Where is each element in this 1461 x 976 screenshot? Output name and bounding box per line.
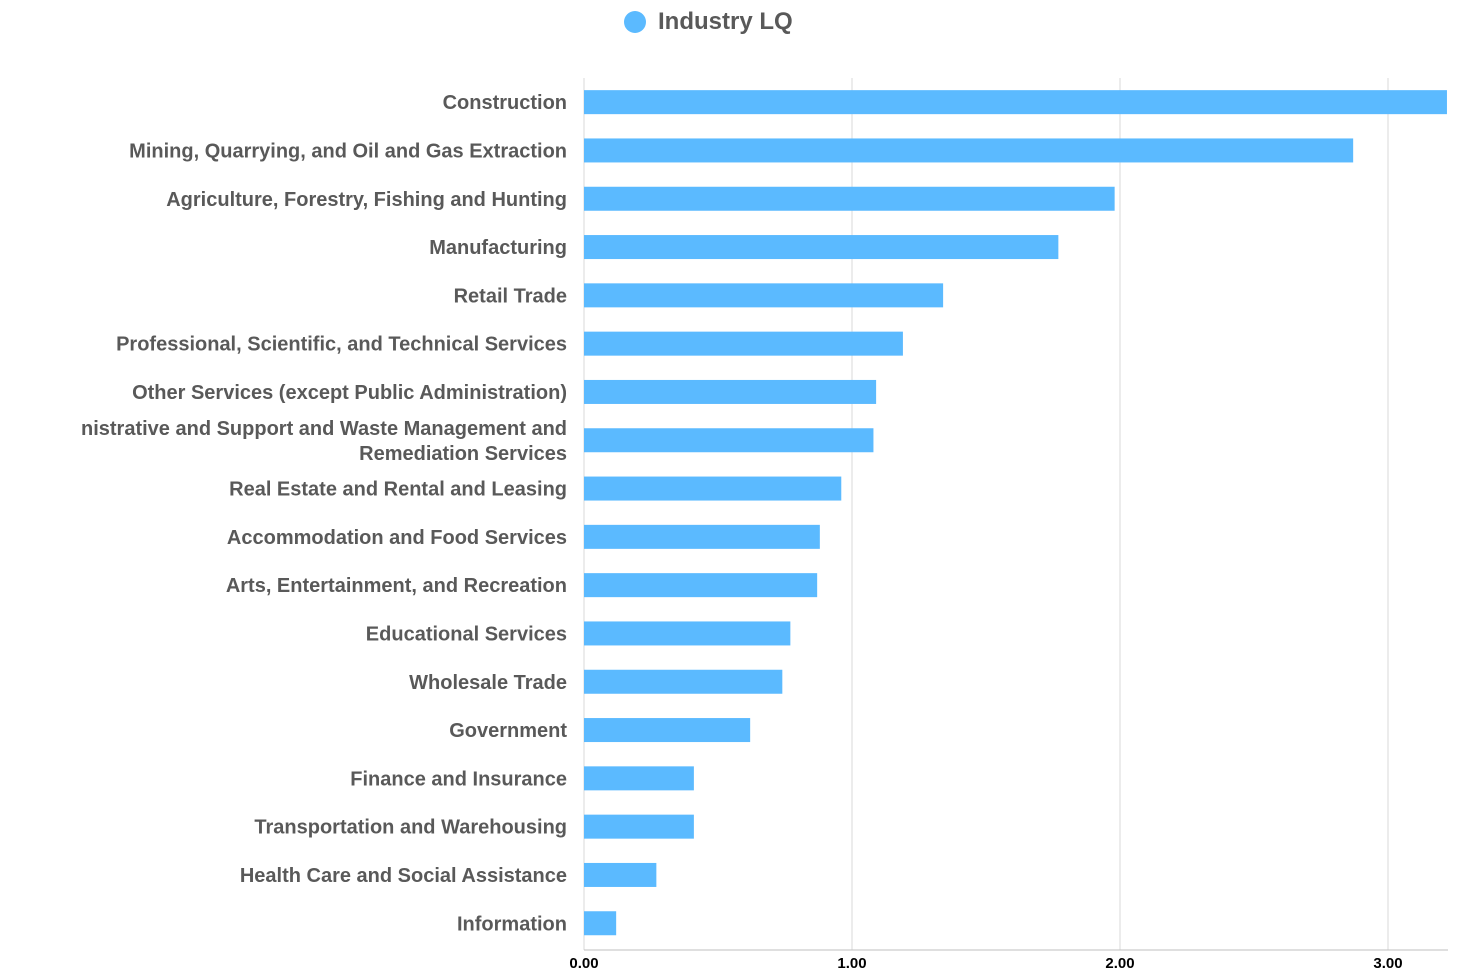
bar (584, 718, 751, 743)
bar (584, 90, 1447, 115)
category-label: Mining, Quarrying, and Oil and Gas Extra… (129, 140, 567, 162)
grid-lines (583, 78, 1448, 951)
bar (584, 186, 1115, 211)
category-label: Manufacturing (429, 237, 567, 259)
category-label: Educational Services (366, 623, 567, 645)
bar (584, 331, 903, 356)
bar (584, 862, 657, 887)
category-label: Accommodation and Food Services (227, 527, 567, 549)
legend-label: Industry LQ (658, 8, 793, 35)
category-label: Finance and Insurance (350, 768, 567, 790)
legend: Industry LQ (624, 6, 793, 38)
category-label: Construction (443, 92, 567, 114)
bar (584, 911, 617, 936)
category-label: Arts, Entertainment, and Recreation (226, 575, 567, 597)
bar (584, 669, 783, 694)
category-label: Agriculture, Forestry, Fishing and Hunti… (166, 189, 567, 211)
bar (584, 814, 694, 839)
bar (584, 428, 874, 453)
bars (584, 90, 1447, 936)
x-tick-labels: 0.00 1.00 2.00 3.00 (569, 955, 1402, 972)
category-label: Real Estate and Rental and Leasing (229, 479, 567, 501)
x-tick-label: 3.00 (1373, 955, 1402, 972)
bar (584, 766, 694, 791)
category-label: Retail Trade (454, 285, 567, 307)
category-label: Other Services (except Public Administra… (132, 382, 567, 404)
bar (584, 524, 820, 549)
category-label: Government (449, 720, 567, 742)
bar (584, 283, 944, 308)
x-tick-label: 1.00 (837, 955, 866, 972)
category-labels: Construction Mining, Quarrying, and Oil a… (81, 92, 567, 935)
x-tick-label: 0.00 (569, 955, 598, 972)
bar (584, 235, 1059, 260)
x-tick-label: 2.00 (1105, 955, 1134, 972)
category-label: Professional, Scientific, and Technical … (116, 334, 567, 356)
bar (584, 476, 842, 501)
category-label: Information (457, 913, 567, 935)
category-label: Wholesale Trade (409, 672, 567, 694)
category-label: Health Care and Social Assistance (240, 865, 567, 887)
bar (584, 379, 877, 404)
bar (584, 573, 818, 598)
category-label: nistrative and Support and Waste Managem… (81, 418, 567, 465)
legend-swatch-icon (624, 11, 646, 33)
category-label: Transportation and Warehousing (254, 817, 567, 839)
bar (584, 138, 1354, 163)
bar (584, 621, 791, 646)
